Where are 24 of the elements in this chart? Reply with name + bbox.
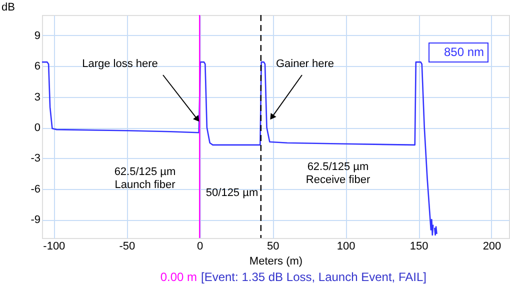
x-tick-label: 200 xyxy=(482,240,502,252)
y-tick-label: 9 xyxy=(34,30,40,42)
annotation: Gainer here xyxy=(276,58,334,70)
annotation: Large loss here xyxy=(82,58,158,70)
x-axis-title: Meters (m) xyxy=(249,256,303,268)
y-tick-label: 3 xyxy=(34,91,40,104)
annotation: 62.5/125 µm Launch fiber xyxy=(114,166,176,191)
y-axis-title: dB xyxy=(2,2,15,14)
y-tick-label: -3 xyxy=(30,152,40,165)
y-tick-label: -6 xyxy=(30,183,40,196)
text: [Event: 1.35 dB Loss, Launch Event, FAIL] xyxy=(201,270,426,284)
y-tick-label: -9 xyxy=(30,214,40,226)
annotation: 50/125 µm xyxy=(206,187,258,199)
x-tick-label: 150 xyxy=(410,240,428,252)
x-tick-label: 0 xyxy=(197,240,204,252)
x-tick-label: 50 xyxy=(266,240,280,252)
annotation: 62.5/125 µm Receive fiber xyxy=(306,161,370,186)
series-label: 850 nm xyxy=(444,45,484,59)
y-tick-label: 0 xyxy=(34,122,40,134)
x-tick-label: 100 xyxy=(336,240,356,252)
y-tick-label: 6 xyxy=(34,60,40,73)
x-tick-label: -100 xyxy=(43,240,66,252)
ref-line-label: 0.00 m xyxy=(160,270,197,284)
x-tick-label: -50 xyxy=(119,240,136,252)
